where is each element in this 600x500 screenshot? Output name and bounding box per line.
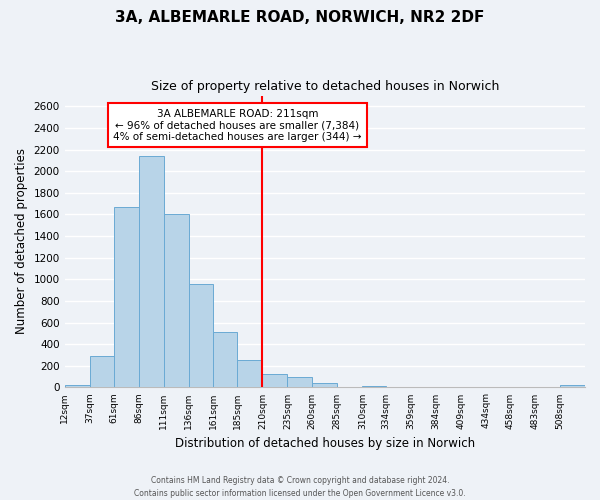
Text: 3A, ALBEMARLE ROAD, NORWICH, NR2 2DF: 3A, ALBEMARLE ROAD, NORWICH, NR2 2DF bbox=[115, 10, 485, 25]
Text: Contains HM Land Registry data © Crown copyright and database right 2024.
Contai: Contains HM Land Registry data © Crown c… bbox=[134, 476, 466, 498]
Bar bbox=[188, 284, 214, 388]
Bar bbox=[287, 377, 313, 388]
Text: 3A ALBEMARLE ROAD: 211sqm
← 96% of detached houses are smaller (7,384)
4% of sem: 3A ALBEMARLE ROAD: 211sqm ← 96% of detac… bbox=[113, 108, 362, 142]
Bar bbox=[262, 374, 287, 388]
Bar bbox=[139, 156, 164, 388]
Y-axis label: Number of detached properties: Number of detached properties bbox=[15, 148, 28, 334]
X-axis label: Distribution of detached houses by size in Norwich: Distribution of detached houses by size … bbox=[175, 437, 475, 450]
Bar bbox=[362, 386, 386, 388]
Title: Size of property relative to detached houses in Norwich: Size of property relative to detached ho… bbox=[151, 80, 499, 93]
Bar bbox=[214, 332, 238, 388]
Bar bbox=[238, 360, 262, 388]
Bar bbox=[560, 386, 585, 388]
Bar bbox=[313, 383, 337, 388]
Bar bbox=[89, 356, 113, 388]
Bar bbox=[113, 207, 139, 388]
Bar bbox=[164, 214, 188, 388]
Bar bbox=[65, 386, 89, 388]
